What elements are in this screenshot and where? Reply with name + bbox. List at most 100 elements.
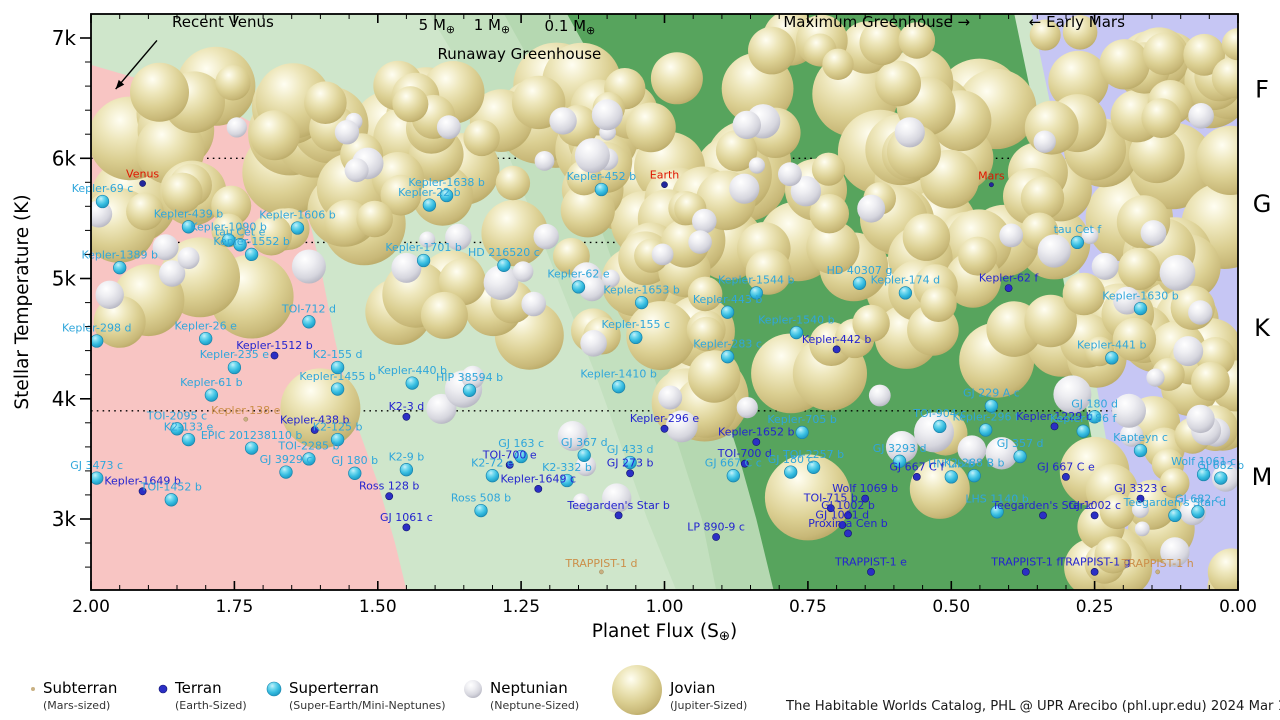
neptunian-bubble: [533, 223, 559, 250]
neptunian-bubble: [692, 208, 717, 234]
neptunian-bubble: [426, 393, 457, 424]
planet-label-teegarden-s-star-c: Teegarden's Star c: [991, 499, 1094, 512]
jovian-bubble: [852, 304, 890, 343]
planet-label-kepler-441-b: Kepler-441 b: [1077, 339, 1147, 352]
planet-label-gj-1061-d: GJ 1061 d: [815, 508, 869, 521]
jovian-bubble: [809, 194, 849, 234]
jovian-bubble: [1094, 536, 1132, 574]
planet-label-trappist-1-f: TRAPPIST-1 f: [990, 555, 1061, 568]
planet-label-kepler-138-e: Kepler-138 e: [211, 404, 281, 417]
planet-dot-kepler-1649-b: [138, 487, 147, 496]
neptunian-bubble: [688, 230, 712, 254]
legend-marker-subterran: [31, 687, 35, 691]
planet-dot-k2-72-e: [485, 469, 500, 483]
jovian-bubble: [1048, 50, 1109, 112]
planet-label-k2-155-d: K2-155 d: [313, 348, 363, 361]
legend-sublabel-neptunian: (Neptune-Sized): [490, 699, 579, 712]
neptunian-bubble: [885, 431, 918, 463]
planet-dot-gj-1061-d: [838, 521, 847, 529]
planet-dot-gj-357-d: [1013, 449, 1027, 464]
planet-dot-toi-2095-c: [170, 422, 184, 436]
jovian-bubble: [1141, 98, 1182, 138]
jovian-bubble: [1117, 247, 1161, 291]
jovian-bubble: [1099, 39, 1150, 90]
planet-dot-kepler-1389-b: [113, 261, 127, 275]
neptunian-bubble: [578, 275, 605, 302]
planet-dot-tau-cet-e: [233, 238, 247, 252]
neptunian-bubble: [1160, 537, 1190, 567]
planet-label-gj-180-d: GJ 180 d: [1071, 398, 1118, 411]
jovian-bubble: [811, 152, 846, 186]
neptunian-bubble: [226, 117, 247, 138]
planet-label-gj-367-d: GJ 367 d: [561, 436, 608, 449]
jovian-bubble: [1191, 361, 1230, 401]
planet-dot-gj-667-c-f: [912, 472, 921, 481]
planet-dot-gj-229-a-c: [984, 399, 999, 413]
planet-dot-kepler-1512-b: [270, 351, 279, 360]
jovian-bubble: [380, 174, 422, 216]
planet-dot-proxima-cen-b: [844, 529, 852, 538]
planet-label-teegarden-s-star-b: Teegarden's Star b: [566, 499, 669, 512]
planet-label-k2-125-b: K2-125 b: [313, 420, 363, 433]
planet-dot-kepler-61-b: [204, 388, 219, 402]
planet-dot-hip-38594-b: [462, 383, 477, 397]
planet-dot-gj-180-b: [348, 466, 362, 480]
neptunian-bubble: [957, 435, 987, 465]
neptunian-bubble: [574, 138, 610, 174]
planet-dot-gj-3473-c: [91, 471, 104, 485]
planet-dot-gj-163-c: [514, 449, 528, 464]
planet-label-gj-3323-c: GJ 3323 c: [1114, 482, 1167, 495]
neptunian-bubble: [1081, 227, 1099, 245]
planet-dot-gj-682-c: [1191, 505, 1205, 519]
jovian-bubble: [356, 200, 394, 238]
neptunian-bubble: [1053, 375, 1092, 414]
planet-dot-toi-700-e: [505, 460, 514, 469]
planet-dot-wolf-1069-b: [861, 494, 870, 503]
planet-label-toi-715-b: TOI-715 b: [803, 492, 858, 505]
jovian-bubble: [126, 192, 164, 231]
planet-dot-kepler-1455-b: [330, 382, 345, 396]
planet-dot-gj-367-d: [577, 448, 591, 462]
neptunian-bubble: [445, 223, 472, 251]
jovian-bubble: [1020, 176, 1065, 220]
planet-label-gj-667-c-f: GJ 667 C f: [889, 460, 945, 473]
planet-dot-gj-433-d: [623, 455, 637, 470]
neptunian-bubble: [602, 483, 632, 513]
planet-label-gj-3929-c: GJ 3929 c: [260, 453, 313, 466]
planet-label-toi-1452-b: TOI-1452 b: [140, 481, 202, 494]
neptunian-bubble: [1188, 300, 1213, 325]
planet-dot-kepler-1090-b: [221, 233, 236, 247]
legend-marker-jovian: [612, 665, 662, 715]
planet-label-trappist-1-e: TRAPPIST-1 e: [834, 555, 907, 568]
neptunian-bubble: [95, 280, 124, 309]
planet-label-teegarden-s-star-d: Teegarden's Star d: [1123, 496, 1226, 509]
x-tick-label-1.00: 1.00: [646, 597, 684, 617]
legend-marker-terran: [158, 684, 168, 694]
planet-label-k2-3-d: K2-3 d: [389, 400, 425, 413]
neptunian-bubble: [729, 173, 760, 204]
planet-label-mars: Mars: [978, 170, 1005, 183]
jovian-bubble: [1221, 28, 1238, 61]
planet-label-gj-433-d: GJ 433 d: [607, 443, 654, 456]
planet-dot-trappist-1-g: [1090, 568, 1099, 576]
planet-label-gj-180-c: GJ 180 c: [768, 453, 814, 466]
y-tick-label-4k: 4k: [52, 387, 77, 411]
jovian-bubble: [211, 213, 246, 248]
neptunian-bubble: [436, 115, 461, 140]
planet-label-kepler-452-b: Kepler-452 b: [567, 170, 637, 183]
planet-dot-k2-125-b: [330, 432, 345, 447]
planet-dot-tau-cet-f: [1070, 235, 1085, 250]
jovian-bubble: [920, 285, 957, 322]
neptunian-bubble: [152, 234, 179, 261]
x-tick-label-0.25: 0.25: [1076, 597, 1114, 617]
planet-dot-kepler-441-b: [1105, 351, 1119, 365]
neptunian-bubble: [790, 176, 822, 207]
planet-dot-toi-700-d: [740, 459, 749, 468]
planet-dot-gj-273-b: [626, 469, 634, 478]
planet-label-kepler-1638-b: Kepler-1638 b: [408, 176, 485, 189]
neptunian-bubble: [1140, 220, 1167, 246]
neptunian-bubble: [512, 261, 534, 282]
jovian-bubble: [495, 165, 531, 201]
jovian-bubble: [958, 236, 998, 276]
planet-dot-ross-128-b: [385, 492, 394, 501]
